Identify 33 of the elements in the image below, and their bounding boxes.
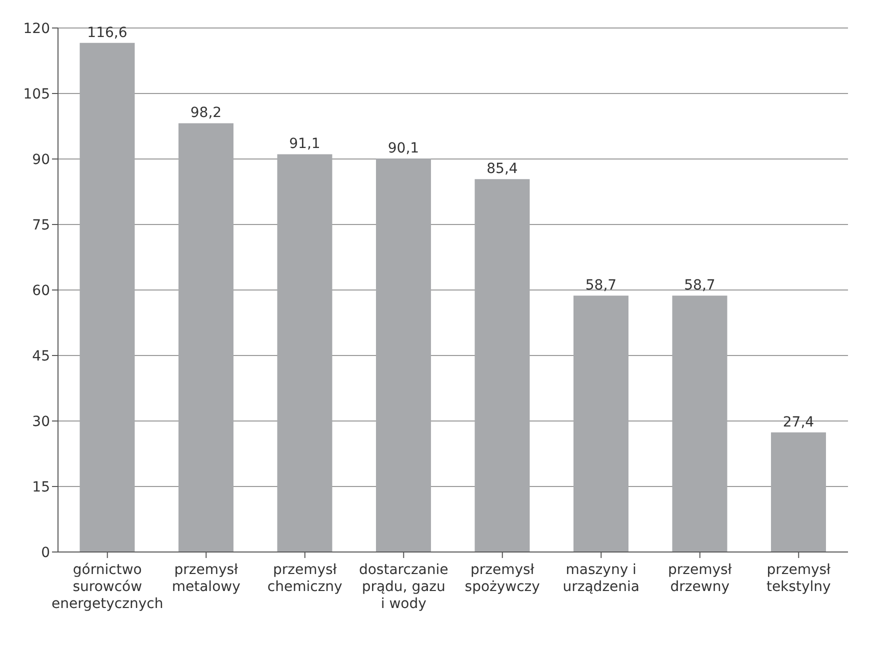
data-label: 58,7: [585, 278, 617, 294]
bar: [376, 158, 431, 552]
data-label: 116,6: [87, 24, 128, 41]
bar: [770, 432, 826, 552]
x-tick-label: przemysł chemiczny: [267, 562, 342, 595]
y-tick-label: 0: [41, 544, 50, 561]
x-tick-label: górnictwo surowców energetycznych: [52, 562, 164, 612]
y-tick-label: 75: [32, 217, 50, 234]
bar: [573, 296, 628, 552]
data-label: 85,4: [486, 161, 518, 178]
y-tick-label: 105: [23, 86, 50, 102]
bar: [672, 296, 728, 552]
x-tick-label: dostarczanie prądu, gazu i wody: [358, 562, 448, 612]
y-tick-label: 45: [32, 348, 50, 364]
y-tick-label: 120: [23, 20, 50, 37]
data-label: 58,7: [684, 278, 716, 294]
bar: [474, 179, 530, 552]
data-label: 91,1: [289, 136, 320, 152]
y-tick-label: 90: [32, 152, 50, 168]
data-label: 90,1: [388, 140, 420, 157]
x-tick-label: przemysł spożywczy: [464, 562, 540, 595]
data-label: 27,4: [782, 414, 814, 430]
data-label: 98,2: [190, 105, 222, 122]
x-tick-label: maszyny i urządzenia: [562, 562, 640, 595]
bar: [277, 154, 332, 552]
x-tick-label: przemysł drzewny: [668, 562, 732, 595]
x-tick-label: przemysł metalowy: [172, 562, 240, 595]
y-tick-label: 60: [32, 282, 50, 299]
x-tick-label: przemysł tekstylny: [766, 562, 831, 595]
y-tick-label: 15: [32, 479, 50, 496]
bar: [80, 42, 135, 552]
bar: [178, 123, 234, 552]
y-tick-label: 30: [32, 414, 50, 430]
